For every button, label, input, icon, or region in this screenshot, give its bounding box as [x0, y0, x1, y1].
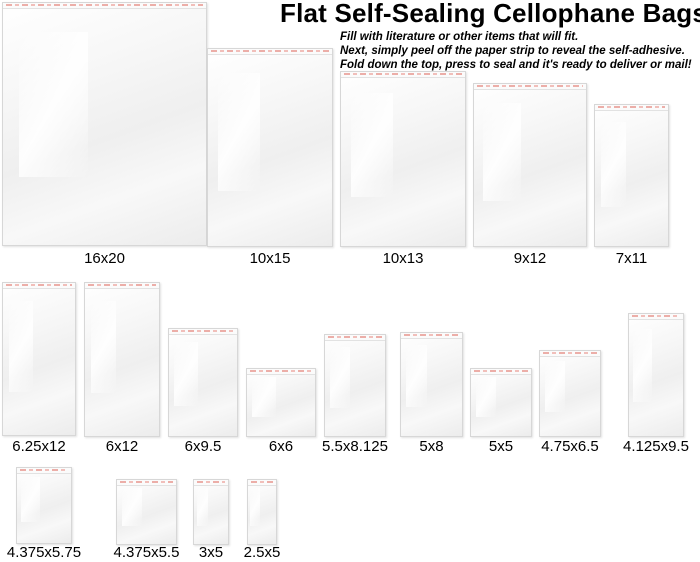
bag-size-label: 4.75x6.5 [541, 438, 599, 455]
bag-image [246, 368, 316, 437]
bag-image [247, 479, 277, 545]
description-line-3: Fold down the top, press to seal and it'… [340, 59, 692, 71]
description-line-2: Next, simply peel off the paper strip to… [340, 45, 685, 57]
bag-size-label: 10x13 [382, 250, 424, 267]
bag-image [473, 83, 587, 247]
bag-image [2, 282, 76, 436]
bag-size-label: 9x12 [513, 250, 547, 267]
bag-size-label: 3x5 [198, 544, 224, 561]
bag-image [594, 104, 669, 247]
bag-size-label: 6x9.5 [184, 438, 222, 455]
bag-size-label: 5x8 [419, 438, 444, 455]
bag-size-label: 4.375x5.5 [113, 544, 180, 561]
bag-size-label: 7x11 [615, 250, 648, 267]
bag-image [324, 334, 386, 437]
bag-image [340, 71, 466, 247]
bag-image [400, 332, 463, 437]
bag-image [84, 282, 160, 437]
bag-size-label: 5.5x8.125 [322, 438, 388, 455]
bag-size-label: 10x15 [249, 250, 291, 267]
bag-image [628, 313, 684, 437]
bag-image [470, 368, 532, 437]
bag-image [116, 479, 177, 545]
bag-image [539, 350, 601, 437]
bag-image [2, 2, 207, 246]
bag-image [16, 467, 72, 544]
bag-size-label: 4.375x5.75 [6, 544, 82, 561]
bag-size-label: 6.25x12 [12, 438, 66, 455]
bag-image [207, 48, 333, 247]
bag-image [168, 328, 238, 437]
bag-size-label: 6x12 [105, 438, 139, 455]
description-line-1: Fill with literature or other items that… [340, 31, 579, 43]
bag-image [193, 479, 229, 545]
bag-size-label: 5x5 [488, 438, 514, 455]
bag-size-label: 2.5x5 [243, 544, 281, 561]
page-title: Flat Self-Sealing Cellophane Bags [280, 0, 700, 28]
bag-size-label: 16x20 [84, 250, 125, 267]
bag-size-label: 6x6 [268, 438, 294, 455]
bag-size-label: 4.125x9.5 [623, 438, 689, 455]
